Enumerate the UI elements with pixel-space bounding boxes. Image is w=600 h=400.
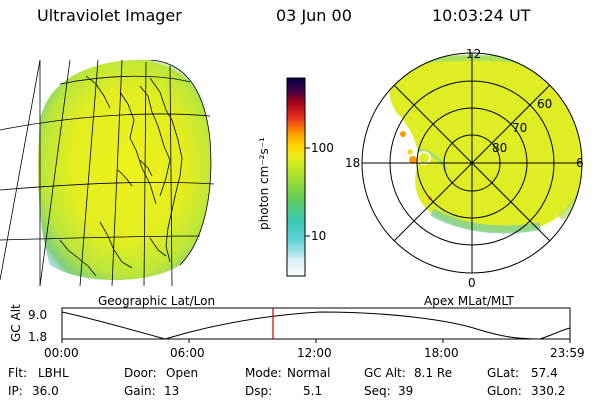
- time-tick-2359: 23:59: [550, 346, 585, 360]
- mlt-label-0: 0: [468, 276, 476, 290]
- altitude-ytick-1-8: 1.8: [28, 330, 48, 344]
- mode-label: Mode:: [245, 366, 282, 380]
- time-label: 10:03:24 UT: [432, 6, 531, 25]
- instrument-title: Ultraviolet Imager: [37, 6, 182, 25]
- mlat-label-70: 70: [512, 121, 528, 135]
- seq-label: Seq:: [364, 384, 391, 398]
- aurora-spot: [407, 149, 413, 155]
- aurora-spot: [409, 156, 417, 164]
- dsp-value: 5.1: [303, 384, 323, 398]
- mlt-label-12: 12: [466, 47, 482, 61]
- time-tick-1800: 18:00: [424, 346, 459, 360]
- ip-value: 36.0: [32, 384, 59, 398]
- time-tick-1200: 12:00: [297, 346, 332, 360]
- aurora-spot: [400, 131, 406, 137]
- dsp-label: Dsp:: [245, 384, 273, 398]
- ip-label: IP:: [8, 384, 23, 398]
- gain-value: 13: [164, 384, 180, 398]
- time-tick-0000: 00:00: [44, 346, 79, 360]
- mlat-label-60: 60: [537, 97, 553, 111]
- glat-label: GLat:: [487, 366, 520, 380]
- gc-alt-value: 8.1 Re: [414, 366, 453, 380]
- polar-plot: [361, 52, 583, 274]
- gain-label: Gain:: [124, 384, 156, 398]
- colorbar-unit-label: photon cm⁻²s⁻¹: [257, 137, 271, 230]
- colorbar-tick-10: 10: [311, 229, 327, 243]
- colorbar: [286, 77, 310, 277]
- door-label: Door:: [124, 366, 157, 380]
- altitude-ytick-9: 9.0: [28, 308, 48, 322]
- mlt-label-6: 6: [576, 156, 584, 170]
- flt-value: LBHL: [38, 366, 69, 380]
- altitude-ylabel: GC Alt: [9, 304, 23, 342]
- door-value: Open: [166, 366, 199, 380]
- colorbar-tick-100: 100: [311, 141, 334, 155]
- mlat-label-80: 80: [492, 141, 508, 155]
- mlt-label-18: 18: [345, 156, 361, 170]
- time-tick-0600: 06:00: [170, 346, 205, 360]
- altitude-plot: [61, 307, 571, 343]
- flt-label: Flt:: [8, 366, 27, 380]
- mode-value: Normal: [287, 366, 331, 380]
- date-label: 03 Jun 00: [276, 6, 352, 25]
- glon-value: 330.2: [531, 384, 566, 398]
- glon-label: GLon:: [487, 384, 522, 398]
- geographic-globe: [0, 58, 215, 286]
- seq-value: 39: [398, 384, 414, 398]
- glat-value: 57.4: [531, 366, 558, 380]
- gc-alt-label: GC Alt:: [364, 366, 406, 380]
- right-panel-label: Apex MLat/MLT: [424, 294, 514, 308]
- left-panel-label: Geographic Lat/Lon: [98, 294, 216, 308]
